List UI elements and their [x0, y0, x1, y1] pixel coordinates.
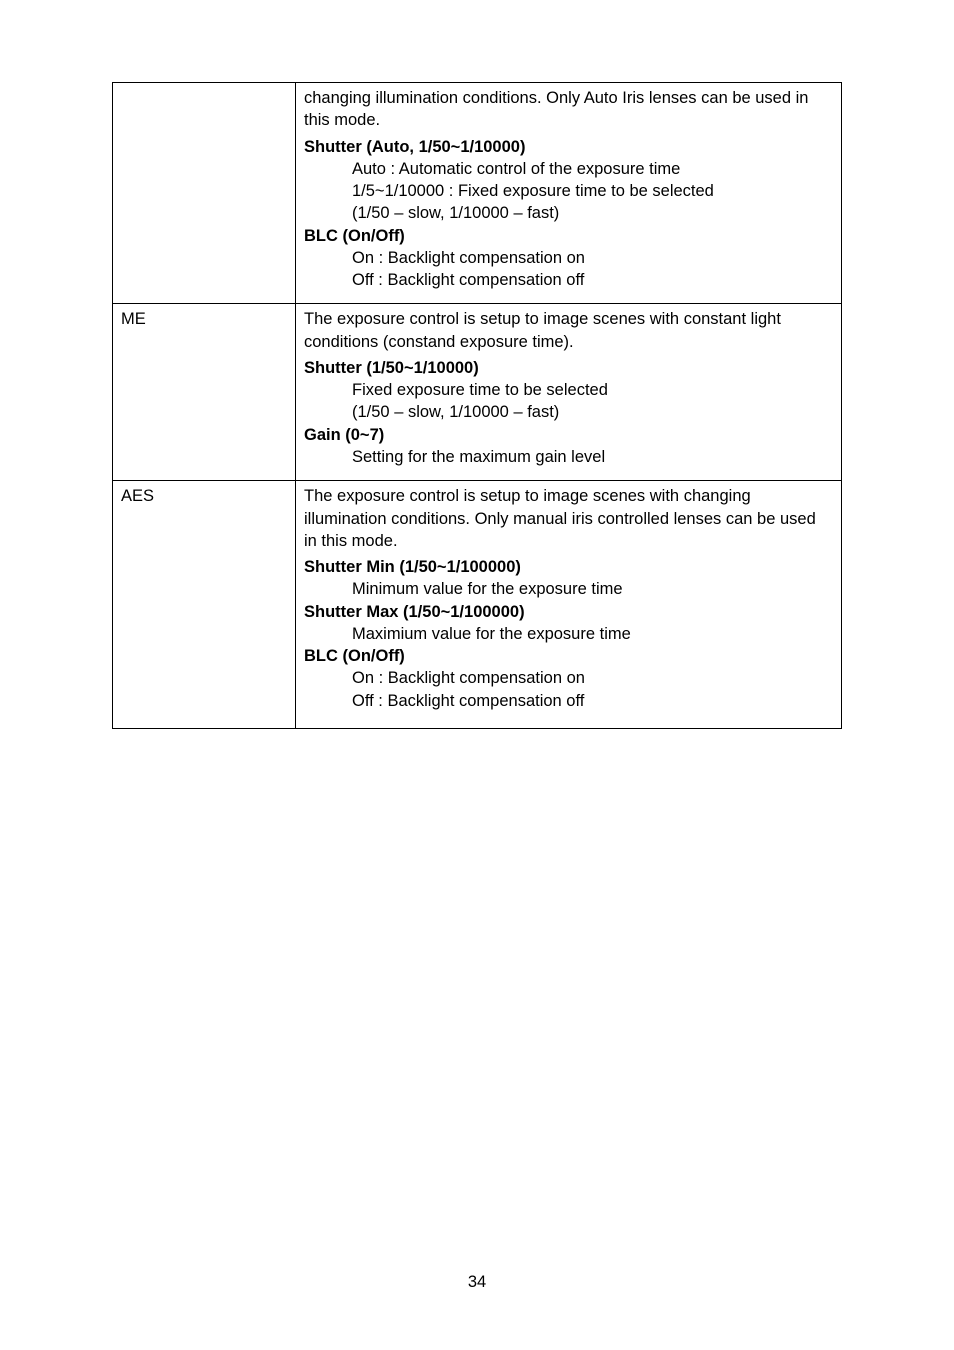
spacer: [304, 291, 833, 295]
text-line: On : Backlight compensation on: [304, 667, 833, 689]
table-row: AES The exposure control is setup to imag…: [113, 481, 842, 729]
row-label-cell: [113, 83, 296, 304]
text-line: Off : Backlight compensation off: [304, 269, 833, 291]
text-line: (1/50 – slow, 1/10000 – fast): [304, 401, 833, 423]
text-line: Off : Backlight compensation off: [304, 690, 833, 712]
row-label-cell: ME: [113, 304, 296, 481]
text-line: The exposure control is setup to image s…: [304, 485, 833, 552]
row-label: AES: [121, 485, 287, 507]
heading-line: Shutter (Auto, 1/50~1/10000): [304, 136, 833, 158]
page: changing illumination conditions. Only A…: [0, 0, 954, 1350]
table-row: ME The exposure control is setup to image…: [113, 304, 842, 481]
row-label-cell: AES: [113, 481, 296, 729]
spacer: [304, 716, 833, 720]
row-content-cell: changing illumination conditions. Only A…: [296, 83, 842, 304]
spacer: [304, 468, 833, 472]
text-line: changing illumination conditions. Only A…: [304, 87, 833, 132]
text-line: On : Backlight compensation on: [304, 247, 833, 269]
heading-line: Shutter (1/50~1/10000): [304, 357, 833, 379]
text-line: Minimum value for the exposure time: [304, 578, 833, 600]
heading-line: Gain (0~7): [304, 424, 833, 446]
row-label: ME: [121, 308, 287, 330]
text-line: Fixed exposure time to be selected: [304, 379, 833, 401]
settings-table: changing illumination conditions. Only A…: [112, 82, 842, 729]
table-body: changing illumination conditions. Only A…: [113, 83, 842, 729]
row-content-cell: The exposure control is setup to image s…: [296, 481, 842, 729]
heading-line: BLC (On/Off): [304, 645, 833, 667]
heading-line: Shutter Max (1/50~1/100000): [304, 601, 833, 623]
text-line: 1/5~1/10000 : Fixed exposure time to be …: [304, 180, 833, 202]
text-line: (1/50 – slow, 1/10000 – fast): [304, 202, 833, 224]
text-line: Auto : Automatic control of the exposure…: [304, 158, 833, 180]
text-line: The exposure control is setup to image s…: [304, 308, 833, 353]
table-row: changing illumination conditions. Only A…: [113, 83, 842, 304]
heading-line: Shutter Min (1/50~1/100000): [304, 556, 833, 578]
heading-line: BLC (On/Off): [304, 225, 833, 247]
text-line: Maximium value for the exposure time: [304, 623, 833, 645]
page-number: 34: [0, 1273, 954, 1292]
row-content-cell: The exposure control is setup to image s…: [296, 304, 842, 481]
text-line: Setting for the maximum gain level: [304, 446, 833, 468]
